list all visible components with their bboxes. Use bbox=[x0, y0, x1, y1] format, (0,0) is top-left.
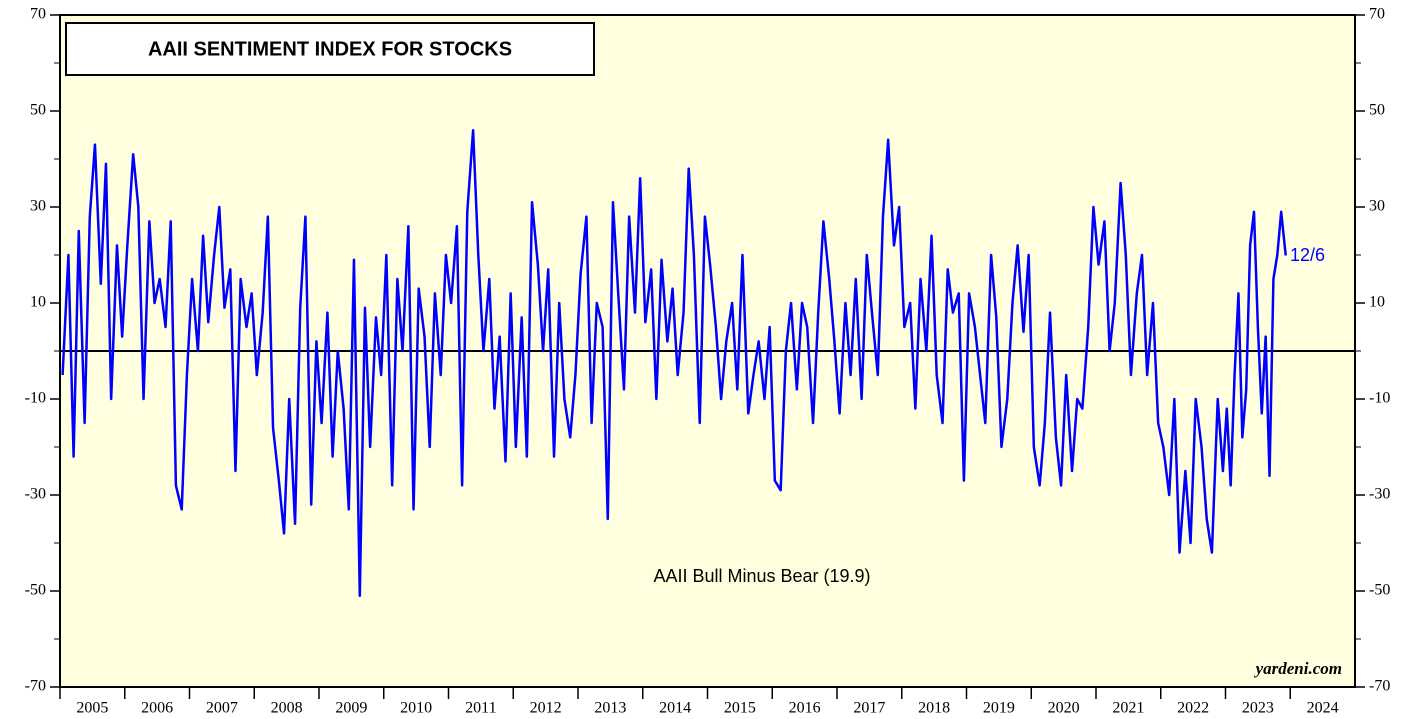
y2-tick-label: -50 bbox=[1369, 582, 1390, 599]
x-tick-label: 2018 bbox=[918, 700, 950, 717]
y-tick-label: -70 bbox=[25, 678, 46, 695]
y2-tick-label: 30 bbox=[1369, 198, 1385, 215]
x-tick-label: 2020 bbox=[1048, 700, 1080, 717]
title-box bbox=[65, 22, 595, 76]
y-tick-label: 50 bbox=[30, 102, 46, 119]
y-tick-label: -30 bbox=[25, 486, 46, 503]
y-tick-label: 70 bbox=[30, 6, 46, 23]
x-tick-label: 2015 bbox=[724, 700, 756, 717]
x-tick-label: 2011 bbox=[465, 700, 496, 717]
x-tick-label: 2013 bbox=[594, 700, 626, 717]
x-tick-label: 2012 bbox=[530, 700, 562, 717]
last-date-label: 12/6 bbox=[1290, 245, 1325, 265]
y2-tick-label: 10 bbox=[1369, 294, 1385, 311]
x-tick-label: 2016 bbox=[789, 700, 821, 717]
x-tick-label: 2022 bbox=[1177, 700, 1209, 717]
x-tick-label: 2010 bbox=[400, 700, 432, 717]
y2-tick-label: -70 bbox=[1369, 678, 1390, 695]
y-tick-label: -50 bbox=[25, 582, 46, 599]
y-tick-label: 30 bbox=[30, 198, 46, 215]
y2-tick-label: 70 bbox=[1369, 6, 1385, 23]
x-tick-label: 2005 bbox=[76, 700, 108, 717]
y2-tick-label: 50 bbox=[1369, 102, 1385, 119]
x-tick-label: 2014 bbox=[659, 700, 691, 717]
x-tick-label: 2023 bbox=[1242, 700, 1274, 717]
x-tick-label: 2006 bbox=[141, 700, 173, 717]
x-tick-label: 2009 bbox=[335, 700, 367, 717]
x-tick-label: 2024 bbox=[1307, 700, 1339, 717]
y2-tick-label: -10 bbox=[1369, 390, 1390, 407]
x-tick-label: 2008 bbox=[271, 700, 303, 717]
y-tick-label: -10 bbox=[25, 390, 46, 407]
source: yardeni.com bbox=[1254, 659, 1342, 678]
x-tick-label: 2007 bbox=[206, 700, 238, 717]
y-tick-label: 10 bbox=[30, 294, 46, 311]
x-tick-label: 2019 bbox=[983, 700, 1015, 717]
chart-title: AAII SENTIMENT INDEX FOR STOCKS bbox=[148, 38, 512, 60]
x-tick-label: 2017 bbox=[853, 700, 885, 717]
annotation: AAII Bull Minus Bear (19.9) bbox=[653, 566, 870, 586]
series-line bbox=[61, 128, 1287, 598]
y2-tick-label: -30 bbox=[1369, 486, 1390, 503]
x-tick-label: 2021 bbox=[1112, 700, 1144, 717]
